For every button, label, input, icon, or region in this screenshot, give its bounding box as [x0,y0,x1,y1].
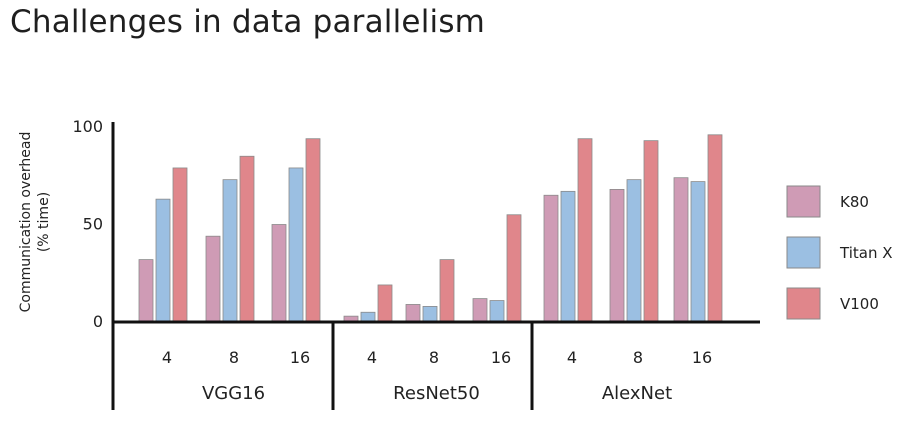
category-label: 8 [229,348,239,367]
bar-k80-6 [543,194,559,323]
bar-titan-x-2 [288,167,304,323]
legend-swatch-k80 [786,185,821,218]
bar-v100-4 [439,259,455,323]
legend-label-v100: V100 [840,295,879,313]
bar-titan-x-5 [489,300,505,323]
category-label: 8 [633,348,643,367]
bar-v100-7 [643,140,659,323]
y-axis-label: Communication overhead (% time) [18,132,52,313]
bar-k80-5 [472,298,488,323]
bar-v100-0 [172,167,188,323]
y-axis-label-line: Communication overhead [18,132,34,313]
bar-k80-0 [138,259,154,323]
bar-v100-8 [707,134,723,323]
bar-v100-5 [506,214,522,323]
bar-v100-2 [305,138,321,323]
bar-v100-1 [239,155,255,323]
legend-swatch-titan-x [786,236,821,269]
bar-k80-2 [271,224,287,323]
category-label: 4 [367,348,377,367]
legend: K80 Titan X V100 [786,185,893,320]
bar-v100-6 [577,138,593,323]
group-label-vgg16: VGG16 [202,383,265,404]
bar-k80-7 [609,188,625,323]
legend-swatch-v100 [786,287,821,320]
y-tick-label: 100 [72,117,103,136]
y-axis-label-line: (% time) [36,192,52,252]
bar-titan-x-4 [422,305,438,323]
slide-title: Challenges in data parallelism [10,4,486,40]
bar-k80-1 [205,235,221,323]
category-label: 16 [491,348,511,367]
bar-titan-x-7 [626,179,642,323]
legend-label-k80: K80 [840,193,869,211]
category-label: 16 [692,348,712,367]
bar-titan-x-0 [155,198,171,323]
bars-layer [138,134,723,323]
bar-v100-3 [377,284,393,323]
category-label: 4 [567,348,577,367]
category-label: 8 [429,348,439,367]
bar-titan-x-6 [560,190,576,323]
legend-label-titan-x: Titan X [839,244,893,262]
bar-titan-x-8 [690,181,706,323]
bar-k80-4 [405,304,421,323]
labels-layer: 0 50 100 Communication overhead (% time) 4 8 16… [18,117,712,404]
y-tick-label: 50 [83,215,103,234]
category-label: 4 [162,348,172,367]
bar-k80-8 [673,177,689,323]
axes-layer [111,122,760,410]
group-label-alexnet: AlexNet [602,383,672,404]
group-label-resnet50: ResNet50 [393,383,480,404]
category-label: 16 [290,348,310,367]
y-tick-label: 0 [93,312,103,331]
bar-titan-x-1 [222,179,238,323]
